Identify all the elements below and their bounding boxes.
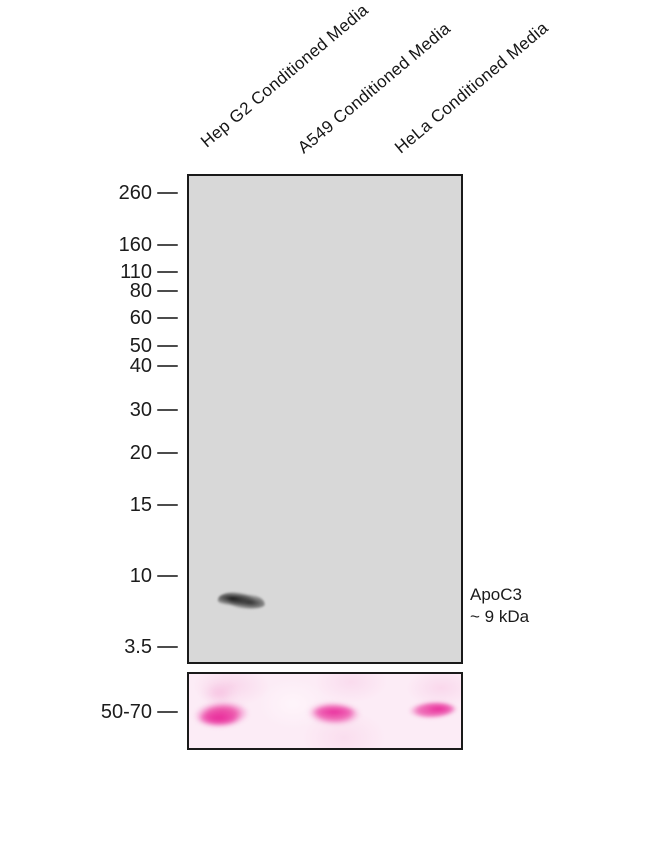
mw-tick bbox=[157, 364, 178, 368]
mw-marker-50: 50 bbox=[88, 335, 178, 357]
loading-marker-label: 50-70 bbox=[100, 701, 152, 723]
target-protein-size: ~ 9 kDa bbox=[470, 606, 530, 626]
mw-marker-label: 10 bbox=[129, 565, 152, 587]
mw-marker-label: 40 bbox=[129, 355, 152, 377]
mw-marker-80: 80 bbox=[88, 280, 178, 302]
mw-tick bbox=[157, 270, 178, 274]
mw-marker-label: 50 bbox=[129, 335, 152, 357]
mw-tick bbox=[157, 289, 178, 293]
mw-marker-label: 160 bbox=[118, 234, 152, 256]
mw-marker-110: 110 bbox=[88, 261, 178, 283]
mw-marker-260: 260 bbox=[88, 182, 178, 204]
mw-marker-15: 15 bbox=[88, 494, 178, 516]
mw-marker-160: 160 bbox=[88, 234, 178, 256]
mw-tick bbox=[157, 344, 178, 348]
mw-tick bbox=[157, 645, 178, 649]
mw-tick bbox=[157, 451, 178, 455]
mw-marker-10: 10 bbox=[88, 565, 178, 587]
mw-marker-label: 80 bbox=[129, 280, 152, 302]
mw-marker-30: 30 bbox=[88, 399, 178, 421]
mw-tick bbox=[157, 316, 178, 320]
mw-tick bbox=[157, 191, 178, 195]
mw-tick bbox=[157, 503, 178, 507]
mw-marker-label: 60 bbox=[129, 307, 152, 329]
mw-marker-label: 20 bbox=[129, 442, 152, 464]
mw-tick bbox=[157, 408, 178, 412]
mw-marker-3-5: 3.5 bbox=[88, 636, 178, 658]
band-hepg2-apoc3 bbox=[217, 590, 266, 611]
mw-marker-60: 60 bbox=[88, 307, 178, 329]
lane-label-text: Hep G2 Conditioned Media bbox=[197, 0, 372, 152]
target-protein-name: ApoC3 bbox=[470, 585, 522, 604]
mw-marker-40: 40 bbox=[88, 355, 178, 377]
mw-tick bbox=[157, 243, 178, 247]
band-a549-loading-core bbox=[310, 706, 358, 718]
mw-marker-label: 15 bbox=[129, 494, 152, 516]
lane-label-text: HeLa Conditioned Media bbox=[391, 18, 552, 158]
mw-marker-label: 110 bbox=[120, 261, 152, 283]
band-hepg2-loading-core bbox=[197, 710, 245, 726]
mw-tick bbox=[157, 710, 178, 714]
band-hela-loading-core bbox=[418, 703, 456, 715]
loading-control-panel bbox=[187, 672, 463, 750]
mw-marker-label: 260 bbox=[118, 182, 152, 204]
target-annotation: ApoC3 ~ 9 kDa bbox=[470, 584, 529, 627]
loading-marker-50-70: 50-70 bbox=[88, 701, 178, 723]
target-blot-panel bbox=[187, 174, 463, 664]
mw-marker-label: 30 bbox=[129, 399, 152, 421]
mw-marker-20: 20 bbox=[88, 442, 178, 464]
mw-marker-label: 3.5 bbox=[124, 636, 152, 658]
mw-tick bbox=[157, 574, 178, 578]
